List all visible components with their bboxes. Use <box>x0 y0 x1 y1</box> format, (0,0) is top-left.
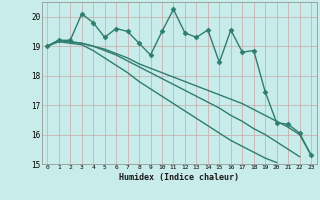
X-axis label: Humidex (Indice chaleur): Humidex (Indice chaleur) <box>119 173 239 182</box>
